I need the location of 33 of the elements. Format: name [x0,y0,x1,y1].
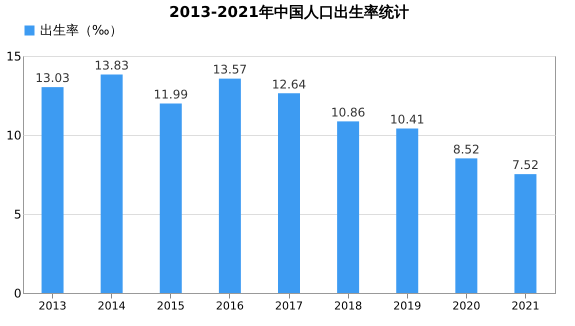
data-label: 7.52 [512,158,539,172]
y-tick-label: 5 [14,208,22,222]
data-label: 12.64 [272,77,306,92]
bar [160,104,182,293]
bar [42,87,64,293]
bar [337,121,360,293]
x-tick-label: 2021 [511,300,540,312]
data-label: 8.52 [452,142,480,156]
bar [218,78,241,293]
data-label: 11.99 [154,88,188,102]
x-tick-label: 2017 [275,300,303,312]
data-label: 13.57 [212,62,248,77]
legend-label: 出生率（‰） [40,22,122,38]
data-label: 13.83 [94,58,129,72]
data-label: 10.41 [390,112,424,127]
bar [455,158,478,293]
bar [514,174,536,293]
x-tick-label: 2013 [38,300,67,312]
x-tick-label: 2016 [216,300,244,312]
bar [396,128,418,293]
x-tick-label: 2018 [334,300,362,312]
y-tick-label: 15 [6,50,22,64]
x-tick-label: 2019 [393,300,422,312]
data-label: 13.03 [35,71,70,86]
x-tick-label: 2020 [452,300,480,312]
y-tick-label: 10 [6,128,22,142]
x-tick-label: 2015 [156,300,185,312]
chart-title: 2013-2021年中国人口出生率统计 [169,3,409,21]
bar [100,74,123,293]
bar [278,93,300,293]
y-tick-label: 0 [14,286,22,300]
data-label: 10.86 [330,105,366,120]
x-tick-label: 2014 [98,300,126,312]
